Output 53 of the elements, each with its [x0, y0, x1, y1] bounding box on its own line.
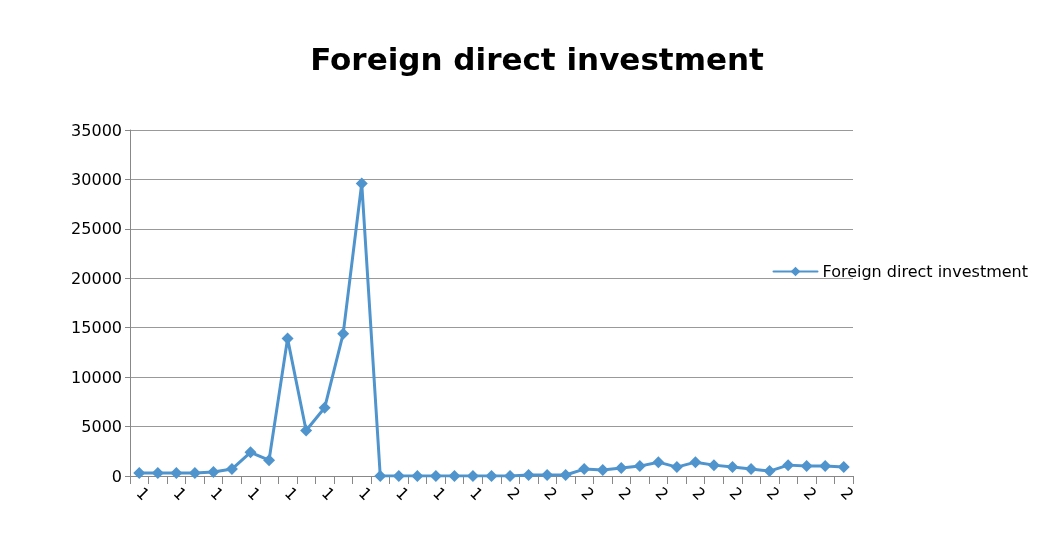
point: [170, 467, 183, 480]
point: [652, 456, 665, 469]
point: [633, 460, 646, 473]
x-tick-label: 1: [243, 483, 265, 504]
y-tick-label: 20000: [71, 268, 122, 288]
x-tick-label: 1: [392, 483, 413, 504]
point: [300, 424, 313, 437]
x-tick-label: 2: [725, 483, 747, 504]
point: [448, 470, 461, 482]
point: [263, 454, 276, 467]
x-tick-label: 1: [280, 483, 302, 504]
point: [337, 327, 350, 340]
y-tick-label: 5000: [81, 417, 122, 437]
point: [800, 460, 813, 473]
point: [225, 463, 238, 476]
x-tick-label: 2: [837, 483, 858, 504]
point: [411, 470, 424, 482]
point: [522, 469, 535, 482]
y-tick-label: 25000: [71, 219, 122, 239]
point: [745, 463, 758, 476]
point: [207, 466, 220, 479]
point: [559, 469, 572, 482]
y-tick-label: 35000: [71, 120, 122, 140]
y-tick-label: 30000: [71, 169, 122, 189]
x-tick-label: 2: [688, 483, 710, 504]
point: [689, 456, 702, 469]
x-tick-label: 1: [355, 483, 376, 504]
point: [485, 470, 498, 482]
point: [763, 465, 776, 478]
point: [615, 462, 628, 475]
x-tick-label: 1: [169, 483, 191, 504]
point: [670, 461, 683, 474]
y-tick-label: 0: [111, 466, 122, 486]
x-tick-label: 2: [799, 483, 821, 504]
x-tick-label: 2: [614, 483, 636, 504]
point: [318, 401, 331, 414]
x-tick-label: 2: [540, 483, 562, 504]
x-tick-label: 1: [132, 483, 154, 504]
chart-title: Foreign direct investment: [310, 40, 765, 77]
point: [726, 461, 739, 474]
x-tick-label: 2: [503, 483, 524, 504]
x-tick-label: 2: [762, 483, 784, 504]
x-tick-label: 2: [577, 483, 599, 504]
x-tick-label: 1: [206, 483, 228, 504]
x-tick-label: 2: [651, 483, 673, 504]
x-tick-label: 1: [466, 483, 487, 504]
x-tick-label: 1: [429, 483, 450, 504]
x-tick-label: 1: [317, 483, 339, 504]
y-tick-label: 10000: [71, 367, 122, 387]
legend-label: Foreign direct investment: [822, 262, 1028, 281]
point: [244, 446, 257, 459]
point: [707, 459, 720, 472]
y-tick-label: 15000: [71, 318, 122, 338]
